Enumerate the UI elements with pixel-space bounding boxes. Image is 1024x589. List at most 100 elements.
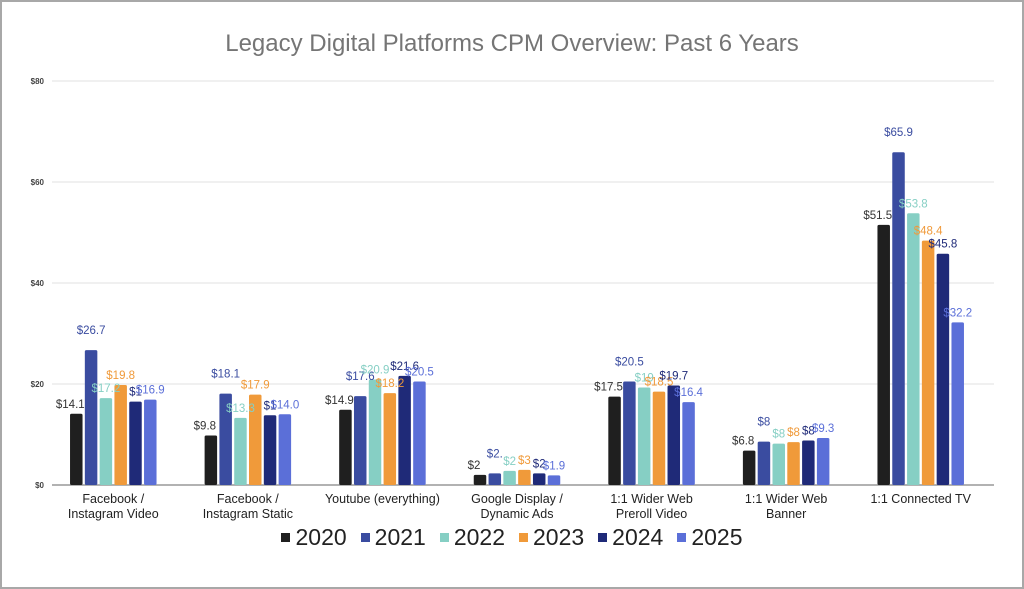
data-label: $3	[518, 455, 531, 467]
legend-swatch	[439, 533, 449, 542]
x-tick-label: Preroll Video	[616, 507, 687, 521]
y-tick-label: $80	[31, 77, 45, 86]
data-label: $32.2	[943, 307, 972, 319]
x-tick-label: 1:1 Wider Web	[610, 492, 692, 506]
bar-2025	[951, 322, 964, 485]
data-label: $2	[533, 458, 546, 470]
legend-item-2024: 2024	[598, 524, 663, 551]
bar-2021	[84, 350, 98, 485]
bar-2020	[877, 224, 890, 486]
x-tick-label: Banner	[766, 507, 806, 521]
bar-2023	[383, 393, 397, 485]
x-tick-label: Instagram Video	[68, 507, 159, 521]
data-label: $8	[802, 426, 815, 438]
x-tick-label: Instagram Static	[203, 507, 293, 521]
chart-title: Legacy Digital Platforms CPM Overview: P…	[225, 30, 799, 57]
data-label: $18.5	[645, 377, 674, 389]
data-label: $51.5	[863, 210, 892, 222]
data-label: $16.9	[136, 385, 165, 397]
data-label: $17.6	[346, 371, 375, 383]
bar-2024	[667, 385, 681, 485]
bar-2025	[682, 402, 695, 485]
data-label: $8	[758, 417, 771, 429]
legend-swatch	[519, 533, 528, 542]
data-label: $19	[635, 373, 654, 385]
data-label: $2.	[487, 448, 503, 460]
bar-2021	[757, 441, 771, 485]
legend-item-2022: 2022	[439, 524, 505, 551]
data-label: $8	[787, 427, 800, 439]
data-label: $45.8	[929, 239, 958, 251]
bar-2022	[99, 398, 113, 485]
data-label: $9.8	[194, 421, 216, 433]
legend-swatch	[281, 533, 291, 542]
y-tick-label: $0	[35, 481, 44, 490]
bar-2023	[652, 391, 666, 485]
data-label: $20.5	[615, 356, 644, 368]
bar-2022	[772, 443, 785, 485]
x-tick-label: Facebook /	[82, 492, 144, 506]
bar-2022	[368, 379, 382, 485]
bar-2020	[742, 450, 756, 485]
y-tick-label: $20	[31, 380, 45, 389]
legend-label: 2024	[612, 524, 664, 550]
bar-2020	[473, 474, 487, 485]
data-label: $18.2	[375, 378, 404, 390]
x-tick-label: Dynamic Ads	[481, 507, 554, 521]
legend-label: 2021	[374, 524, 426, 550]
x-tick-label: 1:1 Connected TV	[870, 492, 971, 506]
bar-2022	[907, 213, 920, 485]
bar-2023	[518, 469, 531, 485]
bar-2023	[114, 385, 127, 485]
y-tick-label: $40	[31, 279, 45, 288]
legend-label: 2025	[691, 524, 743, 550]
legend-item-2023: 2023	[519, 524, 584, 551]
data-label: $9.3	[812, 423, 834, 435]
data-label: $2	[468, 460, 481, 472]
bar-2025	[413, 381, 426, 485]
data-label: $14.9	[325, 395, 354, 407]
bar-2020	[608, 396, 621, 485]
y-tick-label: $60	[31, 178, 45, 187]
x-tick-label: Google Display /	[471, 492, 563, 506]
bar-2020	[204, 435, 218, 485]
x-tick-label: Facebook /	[217, 492, 279, 506]
data-label: $17.5	[594, 382, 623, 394]
data-label: $16.4	[674, 387, 703, 399]
data-label: $13.3	[226, 403, 255, 415]
bar-2024	[532, 473, 546, 485]
bar-2021	[353, 396, 367, 485]
bar-2021	[219, 393, 232, 485]
legend-item-2025: 2025	[677, 524, 743, 551]
data-label: $21.6	[390, 361, 419, 373]
bar-2023	[249, 394, 262, 485]
data-label: $6.8	[732, 436, 754, 448]
legend-swatch	[360, 533, 370, 542]
legend-item-2020: 2020	[281, 524, 347, 551]
bar-2024	[802, 440, 815, 485]
bar-2025	[144, 399, 157, 485]
bar-2021	[623, 381, 636, 485]
legend-swatch	[598, 533, 608, 542]
data-label: $19.8	[106, 370, 135, 382]
bar-2024	[263, 415, 277, 485]
data-label: $26.7	[77, 325, 106, 337]
data-label: $53.8	[899, 198, 928, 210]
data-label: $19.7	[659, 371, 688, 383]
bar-2024	[936, 253, 950, 485]
data-label: $2	[503, 456, 516, 468]
data-label: $17.9	[241, 380, 270, 392]
legend-item-2021: 2021	[360, 524, 426, 551]
bar-2020	[70, 413, 83, 485]
legend-label: 2023	[533, 524, 585, 550]
data-label: $65.9	[884, 127, 913, 139]
data-label: $17.2	[91, 383, 120, 395]
data-label: $1.9	[543, 460, 565, 472]
bar-2025	[278, 414, 292, 485]
bar-2021	[892, 152, 905, 485]
legend-label: 2022	[453, 524, 505, 550]
data-label: $1	[129, 387, 142, 399]
bar-2022	[637, 387, 651, 485]
